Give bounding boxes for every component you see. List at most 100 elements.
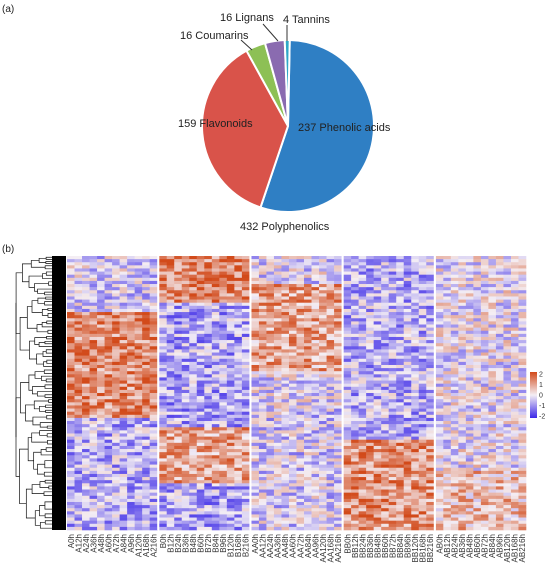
heatmap-cell	[411, 526, 420, 531]
heatmap-cell	[159, 467, 168, 472]
heatmap-cell	[435, 526, 444, 531]
heatmap-cell	[351, 355, 359, 360]
heatmap-cell	[443, 355, 452, 360]
heatmap-cell	[411, 265, 420, 269]
heatmap-cell	[142, 467, 150, 472]
heatmap-cell	[273, 393, 282, 397]
heatmap-cell	[273, 436, 282, 440]
heatmap-cell	[226, 268, 235, 272]
heatmap-cell	[251, 411, 260, 416]
heatmap-cell	[381, 439, 389, 444]
heatmap-cell	[258, 511, 267, 515]
heatmap-cell	[480, 305, 489, 310]
heatmap-cell	[458, 458, 467, 462]
heatmap-cell	[166, 452, 175, 456]
heatmap-cell	[67, 477, 75, 481]
heatmap-cell	[134, 508, 143, 512]
heatmap-cell	[443, 256, 452, 260]
heatmap-cell	[319, 355, 327, 360]
heatmap-cell	[241, 421, 250, 425]
heatmap-cell	[418, 318, 427, 322]
heatmap-cell	[82, 470, 90, 475]
heatmap-cell	[319, 495, 327, 500]
heatmap-cell	[258, 461, 267, 465]
heatmap-cell	[304, 439, 312, 444]
heatmap-cell	[343, 470, 352, 475]
heatmap-cell	[266, 336, 275, 341]
heatmap-cell	[189, 467, 198, 472]
heatmap-cell	[273, 452, 282, 456]
heatmap-cell	[450, 259, 459, 263]
heatmap-cell	[241, 349, 250, 353]
heatmap-cell	[266, 349, 275, 353]
heatmap-cell	[211, 445, 220, 450]
heatmap-cell	[251, 414, 260, 419]
heatmap-cell	[127, 449, 135, 453]
heatmap-cell	[189, 364, 198, 369]
heatmap-cell	[104, 424, 113, 428]
heatmap-cell	[149, 268, 158, 272]
heatmap-cell	[319, 336, 327, 341]
heatmap-cell	[181, 424, 190, 428]
heatmap-cell	[319, 361, 327, 366]
heatmap-cell	[403, 321, 412, 325]
heatmap-cell	[82, 277, 90, 282]
heatmap-cell	[82, 433, 90, 437]
heatmap-cell	[281, 268, 290, 272]
heatmap-cell	[343, 520, 352, 525]
heatmap-cell	[159, 380, 168, 384]
heatmap-cell	[473, 458, 482, 462]
heatmap-cell	[234, 417, 243, 422]
heatmap-cell	[258, 302, 267, 307]
heatmap-cell	[435, 262, 444, 266]
heatmap-cell	[334, 501, 342, 506]
heatmap-cell	[366, 508, 374, 512]
heatmap-cell	[211, 296, 220, 300]
heatmap-cell	[418, 305, 427, 310]
heatmap-cell	[319, 492, 327, 497]
heatmap-cell	[273, 439, 282, 444]
heatmap-cell	[358, 271, 367, 275]
heatmap-cell	[149, 315, 158, 319]
heatmap-cell	[181, 467, 190, 472]
heatmap-cell	[258, 321, 267, 325]
heatmap-cell	[189, 361, 198, 366]
heatmap-cell	[204, 377, 213, 381]
heatmap-cell	[480, 433, 489, 437]
heatmap-cell	[326, 399, 335, 403]
heatmap-cell	[465, 498, 474, 503]
heatmap-cell	[174, 486, 183, 490]
heatmap-cell	[226, 436, 235, 440]
heatmap-cell	[181, 470, 190, 475]
heatmap-cell	[458, 520, 467, 525]
heatmap-cell	[119, 492, 128, 497]
heatmap-cell	[281, 299, 290, 303]
heatmap-cell	[334, 405, 342, 409]
heatmap-cell	[311, 308, 320, 313]
heatmap-cell	[204, 358, 213, 363]
heatmap-cell	[396, 449, 405, 453]
heatmap-cell	[311, 452, 320, 456]
heatmap-cell	[97, 461, 105, 465]
heatmap-cell	[319, 293, 327, 297]
heatmap-cell	[181, 458, 190, 462]
heatmap-cell	[450, 514, 459, 518]
heatmap-cell	[435, 256, 444, 260]
heatmap-cell	[281, 452, 290, 456]
heatmap-cell	[134, 430, 143, 434]
heatmap-cell	[366, 421, 374, 425]
heatmap-cell	[219, 383, 228, 388]
heatmap-cell	[127, 352, 135, 356]
heatmap-cell	[219, 477, 228, 481]
heatmap-cell	[304, 330, 312, 335]
heatmap-cell	[67, 305, 75, 310]
heatmap-cell	[196, 511, 205, 515]
heatmap-cell	[411, 430, 420, 434]
heatmap-cell	[67, 361, 75, 366]
heatmap-cell	[426, 467, 435, 472]
heatmap-cell	[273, 501, 282, 506]
heatmap-cell	[343, 464, 352, 469]
heatmap-cell	[149, 377, 158, 381]
heatmap-cell	[159, 505, 168, 509]
heatmap-cell	[319, 330, 327, 335]
